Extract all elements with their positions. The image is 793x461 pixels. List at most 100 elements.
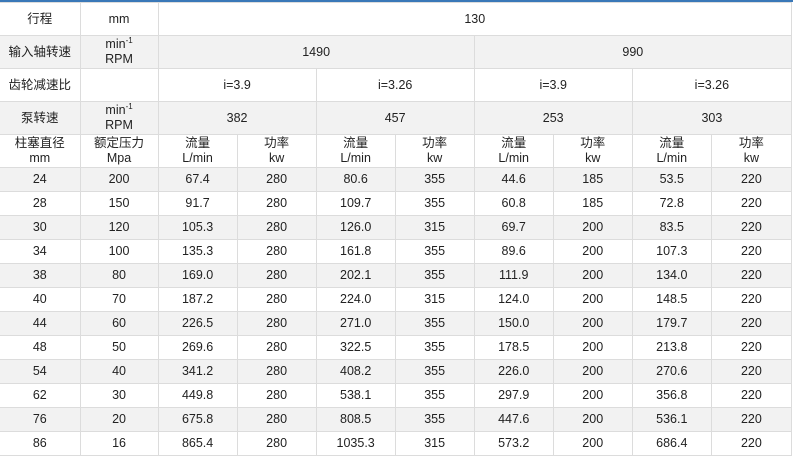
table-cell: 220: [710, 311, 793, 336]
table-cell: 86: [0, 431, 81, 456]
column-header-unit: L/min: [182, 151, 213, 165]
table-cell: 72.8: [631, 191, 712, 216]
column-header-unit: kw: [268, 151, 285, 165]
column-header-flow: 流量 L/min: [157, 134, 238, 168]
table-cell: 220: [710, 239, 793, 264]
gear-ratio-value: i=3.9: [473, 68, 633, 102]
column-header-unit: L/min: [656, 151, 688, 165]
table-cell: 150.0: [473, 311, 554, 336]
table-cell: 200: [552, 311, 633, 336]
unit-superscript: -1: [125, 35, 133, 45]
table-cell: 675.8: [157, 407, 238, 432]
gear-ratio-unit: [79, 68, 159, 102]
table-cell: 178.5: [473, 335, 554, 360]
table-cell: 200: [552, 335, 633, 360]
table-cell: 200: [79, 167, 159, 192]
table-row: 54 40 341.2 280 408.2 355 226.0 200 270.6 220: [0, 359, 793, 384]
row-column-headers: 柱塞直径 mm 额定压力 Mpa 流量 L/min 功率 kw 流量 L/min 功率 kw 流量 L/m…: [0, 134, 793, 168]
table-cell: 270.6: [631, 359, 712, 384]
table-cell: 100: [79, 239, 159, 264]
table-cell: 355: [394, 311, 475, 336]
table-cell: 355: [394, 263, 475, 288]
table-cell: 150: [79, 191, 159, 216]
table-cell: 200: [552, 287, 633, 312]
table-cell: 280: [236, 407, 317, 432]
table-cell: 355: [394, 167, 475, 192]
table-row: 86 16 865.4 280 1035.3 315 573.2 200 686.4 220: [0, 431, 793, 456]
table-cell: 185: [552, 191, 633, 216]
table-cell: 120: [79, 215, 159, 240]
table-row: 28 150 91.7 280 109.7 355 60.8 185 72.8 220: [0, 191, 793, 216]
table-cell: 105.3: [157, 215, 238, 240]
gear-ratio-label: 齿轮减速比: [0, 68, 81, 102]
table-cell: 48: [0, 335, 81, 360]
stroke-unit: mm: [79, 2, 159, 36]
table-cell: 220: [710, 287, 793, 312]
stroke-label: 行程: [0, 2, 81, 36]
table-cell: 280: [236, 191, 317, 216]
table-cell: 220: [710, 335, 793, 360]
table-cell: 355: [394, 335, 475, 360]
column-header-power: 功率 kw: [552, 134, 633, 168]
table-cell: 322.5: [315, 335, 396, 360]
table-cell: 280: [236, 167, 317, 192]
column-header-unit: Mpa: [106, 151, 132, 165]
table-cell: 280: [236, 287, 317, 312]
table-cell: 80.6: [315, 167, 396, 192]
table-cell: 161.8: [315, 239, 396, 264]
table-cell: 447.6: [473, 407, 554, 432]
table-cell: 200: [552, 383, 633, 408]
table-cell: 200: [552, 407, 633, 432]
column-header-title: 功率: [738, 136, 764, 150]
table-cell: 60.8: [473, 191, 554, 216]
table-cell: 50: [79, 335, 159, 360]
column-header-title: 功率: [264, 136, 290, 150]
table-cell: 40: [79, 359, 159, 384]
row-input-speed: 输入轴转速 min-1 RPM 1490 990: [0, 35, 793, 69]
table-cell: 280: [236, 215, 317, 240]
table-row: 24 200 67.4 280 80.6 355 44.6 185 53.5 220: [0, 167, 793, 192]
table-cell: 315: [394, 287, 475, 312]
pump-speed-value: 457: [315, 101, 475, 135]
table-cell: 356.8: [631, 383, 712, 408]
table-cell: 67.4: [157, 167, 238, 192]
table-cell: 54: [0, 359, 81, 384]
table-cell: 76: [0, 407, 81, 432]
pump-speed-label: 泵转速: [0, 101, 81, 135]
table-row: 40 70 187.2 280 224.0 315 124.0 200 148.5 220: [0, 287, 793, 312]
table-cell: 69.7: [473, 215, 554, 240]
table-cell: 200: [552, 359, 633, 384]
table-cell: 315: [394, 431, 475, 456]
table-cell: 280: [236, 335, 317, 360]
column-header-unit: L/min: [498, 151, 529, 165]
table-cell: 124.0: [473, 287, 554, 312]
top-accent-border: [0, 0, 793, 2]
gear-ratio-value: i=3.26: [631, 68, 793, 102]
column-header-pressure: 额定压力 Mpa: [79, 134, 159, 168]
table-cell: 280: [236, 239, 317, 264]
table-cell: 148.5: [631, 287, 712, 312]
table-cell: 89.6: [473, 239, 554, 264]
table-cell: 449.8: [157, 383, 238, 408]
column-header-flow: 流量 L/min: [631, 134, 712, 168]
unit-rpm: RPM: [105, 52, 133, 66]
table-cell: 315: [394, 215, 475, 240]
table-cell: 30: [79, 383, 159, 408]
input-speed-unit: min-1 RPM: [79, 35, 159, 69]
table-cell: 179.7: [631, 311, 712, 336]
table-row: 76 20 675.8 280 808.5 355 447.6 200 536.1 220: [0, 407, 793, 432]
table-cell: 220: [710, 383, 793, 408]
table-cell: 80: [79, 263, 159, 288]
column-header-title: 功率: [580, 136, 606, 150]
table-cell: 200: [552, 431, 633, 456]
stroke-value: 130: [157, 2, 793, 36]
input-speed-value: 1490: [157, 35, 475, 69]
table-cell: 134.0: [631, 263, 712, 288]
table-cell: 408.2: [315, 359, 396, 384]
table-cell: 220: [710, 191, 793, 216]
table-cell: 865.4: [157, 431, 238, 456]
gear-ratio-value: i=3.26: [315, 68, 475, 102]
table-row: 62 30 449.8 280 538.1 355 297.9 200 356.8 220: [0, 383, 793, 408]
column-header-flow: 流量 L/min: [315, 134, 396, 168]
table-cell: 355: [394, 359, 475, 384]
